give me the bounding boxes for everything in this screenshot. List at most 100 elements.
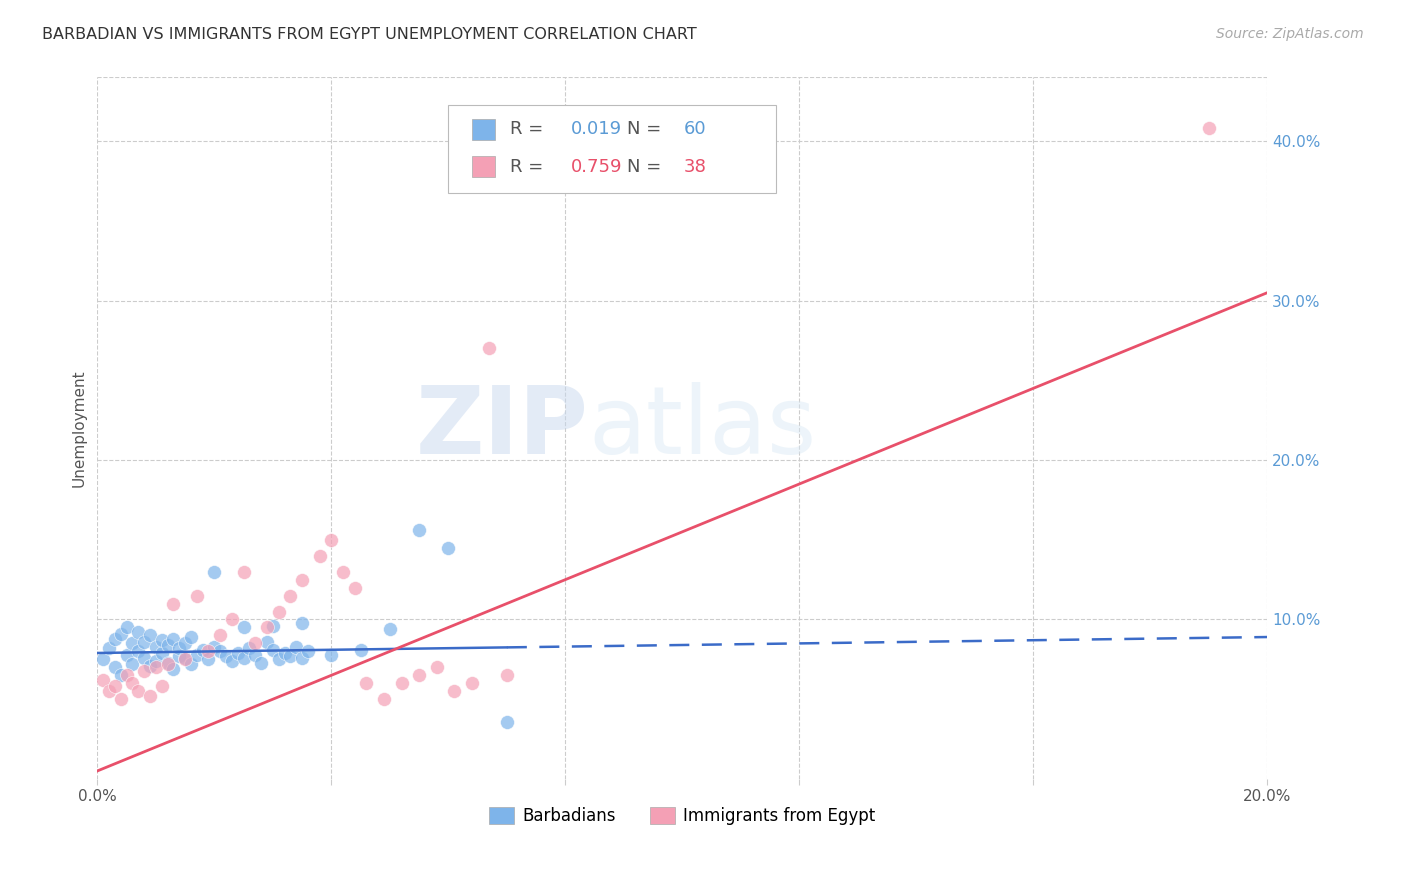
Text: 0.759: 0.759 xyxy=(571,158,623,176)
Point xyxy=(110,627,132,641)
Point xyxy=(443,684,465,698)
Point xyxy=(226,646,249,660)
Point xyxy=(110,692,132,706)
Text: 60: 60 xyxy=(683,120,706,138)
Point xyxy=(267,652,290,666)
Point xyxy=(134,650,156,665)
Point xyxy=(134,664,156,678)
Point xyxy=(156,638,179,652)
Point xyxy=(408,668,430,682)
Point xyxy=(245,648,267,662)
Point xyxy=(174,652,197,666)
Point xyxy=(156,656,179,670)
Point xyxy=(273,646,295,660)
FancyBboxPatch shape xyxy=(449,105,776,194)
Point xyxy=(297,644,319,658)
Point xyxy=(356,676,378,690)
Point xyxy=(197,652,219,666)
Point xyxy=(349,642,371,657)
Point xyxy=(127,644,149,658)
Point xyxy=(104,632,127,646)
Point xyxy=(98,641,121,656)
Point xyxy=(180,630,202,644)
Point xyxy=(308,549,330,563)
Point xyxy=(461,676,484,690)
Point xyxy=(245,636,267,650)
Point xyxy=(1198,121,1220,136)
Point xyxy=(291,573,314,587)
Point xyxy=(232,565,254,579)
Point xyxy=(232,650,254,665)
Point xyxy=(343,581,366,595)
Point xyxy=(238,641,260,656)
Point xyxy=(162,632,184,646)
Point xyxy=(285,640,308,654)
Point xyxy=(150,633,173,648)
Text: 38: 38 xyxy=(683,158,706,176)
Point xyxy=(104,660,127,674)
Point xyxy=(280,649,302,664)
Point xyxy=(495,668,517,682)
Text: N =: N = xyxy=(627,120,668,138)
Point xyxy=(145,654,167,668)
Point xyxy=(121,636,143,650)
Point xyxy=(408,523,430,537)
Point xyxy=(262,619,284,633)
Point xyxy=(215,649,238,664)
Point xyxy=(139,689,162,703)
Point xyxy=(121,676,143,690)
Point xyxy=(332,565,354,579)
Point xyxy=(437,541,460,555)
Legend: Barbadians, Immigrants from Egypt: Barbadians, Immigrants from Egypt xyxy=(481,799,883,834)
Point xyxy=(162,597,184,611)
Point xyxy=(262,642,284,657)
Point xyxy=(321,533,343,547)
Text: BARBADIAN VS IMMIGRANTS FROM EGYPT UNEMPLOYMENT CORRELATION CHART: BARBADIAN VS IMMIGRANTS FROM EGYPT UNEMP… xyxy=(42,27,697,42)
Point xyxy=(221,654,243,668)
Text: R =: R = xyxy=(510,158,550,176)
Point xyxy=(91,673,114,687)
Point xyxy=(150,680,173,694)
Text: ZIP: ZIP xyxy=(416,382,589,475)
Point xyxy=(174,636,197,650)
Y-axis label: Unemployment: Unemployment xyxy=(72,369,86,487)
Point xyxy=(186,589,208,603)
Point xyxy=(156,657,179,672)
Point xyxy=(267,605,290,619)
Point xyxy=(180,657,202,672)
Point xyxy=(162,662,184,676)
Point xyxy=(495,714,517,729)
Point xyxy=(426,660,449,674)
Point xyxy=(280,589,302,603)
FancyBboxPatch shape xyxy=(472,156,495,177)
Point xyxy=(104,680,127,694)
Point xyxy=(209,644,232,658)
Point xyxy=(145,660,167,674)
Text: N =: N = xyxy=(627,158,668,176)
Point xyxy=(186,648,208,662)
Point xyxy=(139,628,162,642)
Text: Source: ZipAtlas.com: Source: ZipAtlas.com xyxy=(1216,27,1364,41)
Point xyxy=(145,640,167,654)
Point xyxy=(378,622,401,636)
Text: R =: R = xyxy=(510,120,550,138)
Point xyxy=(373,692,395,706)
Point xyxy=(209,628,232,642)
Point xyxy=(115,668,138,682)
Point xyxy=(250,656,273,670)
Point xyxy=(291,650,314,665)
Text: 0.019: 0.019 xyxy=(571,120,623,138)
Point xyxy=(202,565,225,579)
Point xyxy=(191,642,214,657)
Point xyxy=(167,641,190,656)
Text: atlas: atlas xyxy=(589,382,817,475)
Point xyxy=(202,640,225,654)
Point xyxy=(91,652,114,666)
Point xyxy=(139,658,162,673)
Point xyxy=(232,620,254,634)
Point xyxy=(167,649,190,664)
Point xyxy=(197,644,219,658)
Point xyxy=(121,657,143,672)
Point xyxy=(321,648,343,662)
Point xyxy=(291,615,314,630)
